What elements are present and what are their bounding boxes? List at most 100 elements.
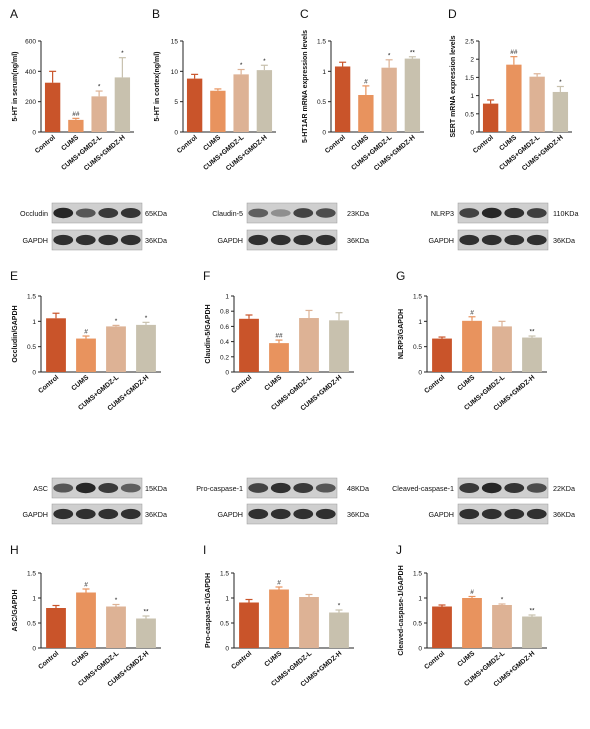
y-axis-label: Claudin-5/GAPDH <box>205 304 212 363</box>
x-tick-label: Control <box>230 374 253 395</box>
blot-band <box>526 208 547 218</box>
panel-letter: D <box>448 7 457 21</box>
y-tick-label: 0.5 <box>27 344 36 351</box>
y-axis-label: SERT mRNA expression levels <box>450 35 457 137</box>
bar <box>136 324 156 372</box>
blot-kda-label: 23KDa <box>347 209 369 218</box>
chart-panel-i: I 0 0.5 1 1.5 Pro-caspase-1/GAPDH Control # CUMS… <box>203 543 354 688</box>
x-tick-label: Control <box>37 374 60 395</box>
bar <box>552 91 569 132</box>
blot-membrane <box>246 229 338 251</box>
y-tick-label: 0 <box>32 130 36 137</box>
y-tick-label: 10 <box>171 69 179 76</box>
blot-kda-label: 65KDa <box>145 209 167 218</box>
chart-panel-a: A 0 200 400 600 5-HT in serum(ng/ml) Control ##… <box>10 7 134 172</box>
x-tick-label: Control <box>423 650 446 671</box>
bar <box>269 343 289 372</box>
y-axis-label: Cleaved-caspase-1/GAPDH <box>398 565 405 655</box>
significance-mark: ## <box>510 49 518 56</box>
x-tick-label: Control <box>37 650 60 671</box>
blot-band <box>504 508 525 520</box>
y-axis-label: 5-HT in serum(ng/ml) <box>12 51 19 121</box>
y-tick-label: 1.5 <box>27 294 36 301</box>
bar <box>299 318 319 372</box>
bar <box>136 618 156 648</box>
blot-kda-label: 36KDa <box>145 510 167 519</box>
blot-band <box>504 207 525 219</box>
blot-band <box>98 483 119 493</box>
y-tick-label: 1 <box>470 93 474 100</box>
y-axis-label: Occludin/GAPDH <box>12 305 19 362</box>
y-axis-label: ASC/GAPDH <box>12 589 19 631</box>
panel-letter: B <box>152 7 160 21</box>
significance-mark: ** <box>410 49 416 56</box>
y-tick-label: 5 <box>174 99 178 106</box>
blot-kda-label: 36KDa <box>347 510 369 519</box>
y-tick-label: 0 <box>418 646 422 653</box>
blot-membrane <box>51 477 143 499</box>
significance-mark: # <box>84 329 88 336</box>
western-blot-cleaved-caspase-1: Cleaved-caspase-1 22KDa <box>392 477 575 499</box>
significance-mark: * <box>240 62 243 69</box>
bar <box>239 602 259 648</box>
x-tick-label: CUMS+GMDZ-H <box>373 134 417 172</box>
blot-membrane <box>51 202 143 224</box>
x-tick-label: Control <box>472 134 495 155</box>
blot-protein-label: GAPDH <box>428 236 454 245</box>
blot-kda-label: 36KDa <box>553 510 575 519</box>
y-axis-label: 5-HT1AR mRNA expression levels <box>302 30 309 143</box>
chart-panel-g: G00.511.5NLRP3/GAPDHControl#CUMSCUMS+GMD… <box>396 269 547 412</box>
bar <box>432 338 452 372</box>
blot-band <box>293 483 314 493</box>
significance-mark: ** <box>143 609 149 616</box>
western-blot-gapdh: GAPDH 36KDa <box>428 503 575 525</box>
y-tick-label: 0 <box>32 646 36 653</box>
bar <box>239 318 259 372</box>
western-blot-pro-caspase-1: Pro-caspase-1 48KDa <box>196 477 369 499</box>
bar <box>114 77 131 132</box>
blot-band <box>315 234 336 246</box>
bar <box>68 119 84 132</box>
chart-panel-e: E00.511.5Occludin/GAPDHControl#CUMS*CUMS… <box>10 269 161 412</box>
y-tick-label: 15 <box>171 39 179 46</box>
significance-mark: ** <box>529 608 535 615</box>
y-tick-label: 0.5 <box>220 621 229 628</box>
blot-band <box>504 482 525 494</box>
x-tick-label: Control <box>230 650 253 671</box>
panel-letter: J <box>396 543 402 557</box>
blot-band <box>75 508 96 520</box>
western-blot-occludin: Occludin 65KDa <box>20 202 167 224</box>
panel-letter: C <box>300 7 309 21</box>
x-tick-label: Control <box>324 134 347 155</box>
blot-membrane <box>457 477 549 499</box>
blot-protein-label: GAPDH <box>217 510 243 519</box>
blot-band <box>459 483 480 493</box>
x-tick-label: CUMS+GMDZ-L <box>202 134 245 172</box>
bar <box>46 608 66 648</box>
panel-letter: G <box>396 269 405 283</box>
bar <box>76 338 96 372</box>
x-tick-label: CUMS <box>456 374 476 393</box>
western-blot-gapdh: GAPDH 36KDa <box>217 503 369 525</box>
blot-kda-label: 110KDa <box>553 209 578 218</box>
y-tick-label: 1 <box>32 596 36 603</box>
bar <box>329 320 349 372</box>
y-tick-label: 1 <box>418 596 422 603</box>
blot-band <box>526 234 547 246</box>
significance-mark: * <box>115 597 118 604</box>
blot-band <box>98 234 119 246</box>
bar <box>506 64 522 132</box>
blot-membrane <box>246 202 338 224</box>
x-tick-label: CUMS+GMDZ-H <box>83 134 127 172</box>
bar <box>256 70 273 132</box>
blot-kda-label: 48KDa <box>347 484 369 493</box>
x-tick-label: Control <box>34 134 57 155</box>
x-tick-label: Control <box>423 374 446 395</box>
x-tick-label: CUMS <box>350 134 370 153</box>
significance-mark: ## <box>72 111 80 118</box>
blot-band <box>53 207 74 219</box>
blot-band <box>459 508 480 520</box>
blot-band <box>120 234 141 246</box>
x-tick-label: CUMS <box>70 374 90 393</box>
blot-protein-label: Cleaved-caspase-1 <box>392 484 454 493</box>
